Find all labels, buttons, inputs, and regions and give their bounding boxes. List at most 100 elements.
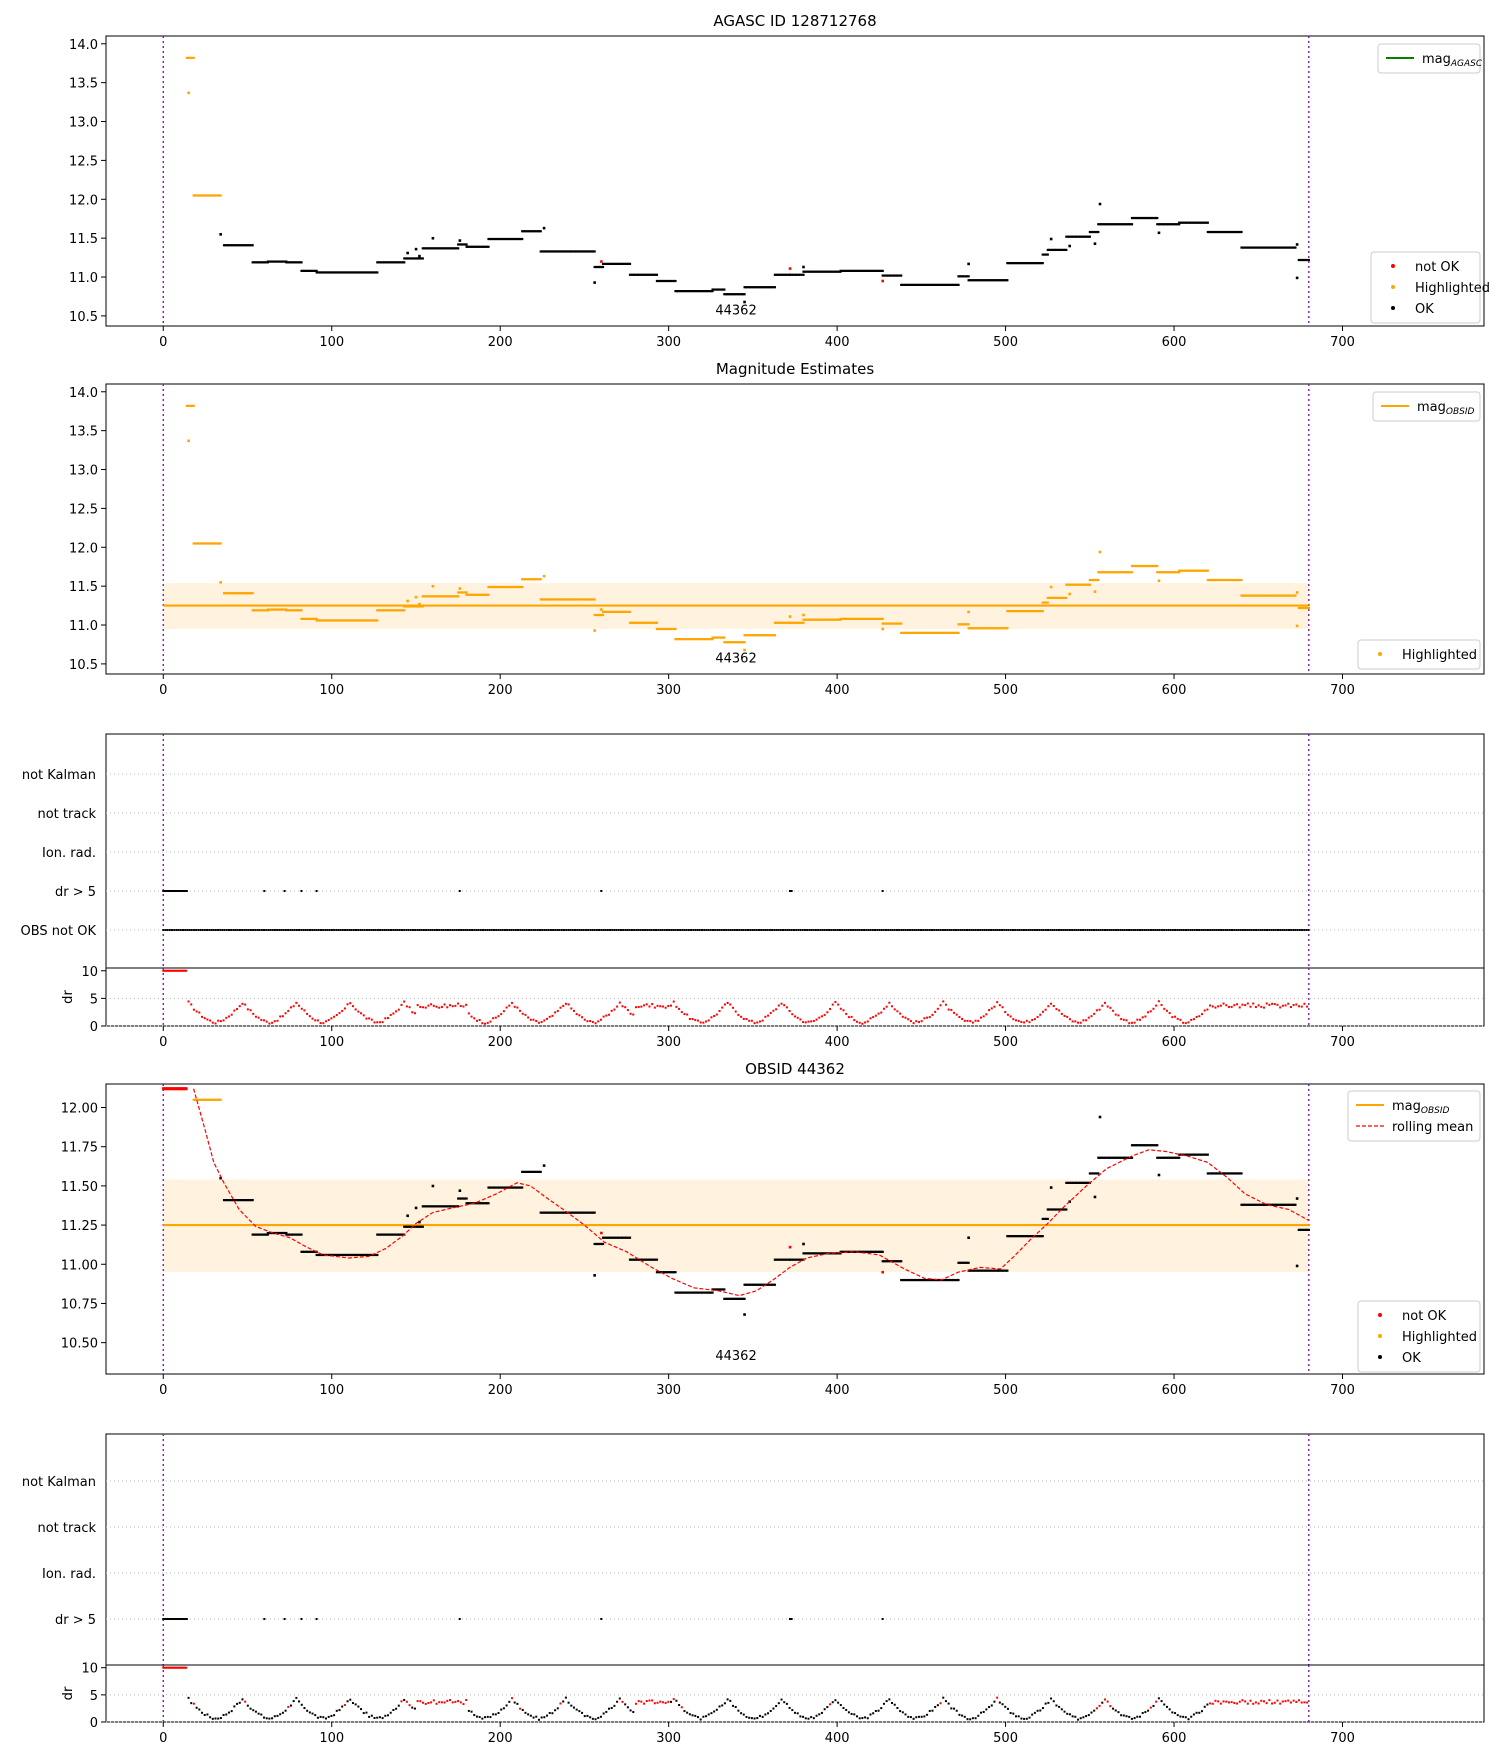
dr-point (524, 1711, 527, 1714)
legend-label: rolling mean (1392, 1120, 1473, 1135)
data-point (729, 293, 733, 296)
data-point (855, 269, 858, 272)
data-point (603, 610, 606, 614)
data-point (200, 194, 203, 197)
dr-point (651, 1003, 654, 1006)
data-point (1109, 1156, 1112, 1159)
data-point (237, 244, 241, 247)
data-point (499, 1186, 502, 1189)
data-point (994, 1269, 997, 1272)
data-point (380, 1233, 383, 1236)
dr-point (915, 1020, 918, 1023)
data-point (1019, 1235, 1023, 1238)
data-point (967, 1236, 970, 1240)
data-point (732, 641, 735, 644)
dr-point (1295, 1003, 1298, 1006)
flag-point (1108, 929, 1111, 931)
data-point (834, 270, 837, 273)
data-point (783, 1258, 786, 1261)
data-point (788, 615, 792, 618)
flag-point (1202, 929, 1205, 931)
data-point (585, 598, 588, 601)
data-point (616, 610, 619, 614)
data-point (1285, 594, 1288, 597)
data-point (1049, 1186, 1053, 1189)
data-point (1290, 1203, 1293, 1206)
dr-point (845, 1012, 848, 1015)
legend-point-swatch (1378, 1334, 1382, 1338)
data-point (979, 627, 982, 630)
data-point (550, 250, 553, 253)
dr-point (532, 1018, 535, 1021)
flag-point (696, 929, 699, 931)
data-point (810, 270, 813, 273)
dr-point (602, 1015, 605, 1018)
data-point (1114, 1156, 1117, 1159)
data-point (1095, 578, 1099, 582)
data-point (960, 275, 963, 278)
data-point (839, 269, 842, 272)
flag-point (1071, 929, 1074, 931)
data-point (1206, 230, 1209, 234)
data-point (285, 1231, 288, 1235)
data-point (401, 261, 405, 264)
flag-point (534, 929, 537, 931)
data-point (408, 1225, 412, 1228)
data-point (686, 290, 689, 293)
dr-point (1052, 1700, 1055, 1703)
data-point (1206, 578, 1209, 582)
data-point (1237, 1172, 1240, 1175)
data-point (391, 1233, 394, 1236)
dr-point (1130, 1717, 1133, 1720)
data-point (988, 279, 992, 282)
dr-point (1074, 1715, 1077, 1718)
data-point (1141, 216, 1144, 220)
flag-point (1303, 929, 1306, 931)
dr-point (1152, 1007, 1155, 1010)
dr-point (699, 1718, 702, 1721)
data-point (664, 627, 667, 631)
data-point (687, 1291, 690, 1294)
data-point (1008, 262, 1012, 265)
dr-point (170, 1666, 173, 1669)
dr-point (384, 1714, 387, 1717)
data-point (1172, 1156, 1175, 1159)
dr-point (1106, 1005, 1109, 1008)
flag-point (225, 929, 228, 931)
data-point (1262, 1203, 1265, 1206)
data-point (628, 262, 632, 266)
flag-point (475, 929, 478, 931)
data-point (618, 1236, 621, 1239)
data-point (417, 257, 420, 260)
flag-point (593, 929, 596, 931)
data-point (300, 1250, 303, 1253)
data-point (780, 621, 783, 624)
data-point (807, 618, 810, 621)
data-point (766, 286, 770, 289)
data-point (822, 1252, 825, 1255)
dr-point (923, 1715, 926, 1718)
data-point (450, 595, 453, 598)
data-point (1010, 610, 1013, 613)
data-point (1169, 223, 1173, 226)
data-point (326, 619, 329, 622)
data-point (343, 271, 346, 274)
dr-point (656, 1701, 659, 1704)
data-point (818, 270, 821, 273)
data-point (511, 585, 514, 589)
data-point (1256, 246, 1259, 249)
data-point (1124, 1156, 1127, 1159)
flag-point (1027, 929, 1030, 931)
data-point (982, 279, 985, 282)
dr-point (691, 1018, 694, 1021)
dr-point (254, 1710, 257, 1713)
data-point (528, 1170, 531, 1173)
data-point (504, 1186, 508, 1189)
data-point (933, 283, 936, 286)
flag-point (383, 929, 386, 931)
flag-point (753, 929, 756, 931)
data-point (988, 1269, 992, 1272)
data-point (396, 261, 399, 264)
data-point (978, 1269, 981, 1272)
data-point (1026, 610, 1029, 613)
